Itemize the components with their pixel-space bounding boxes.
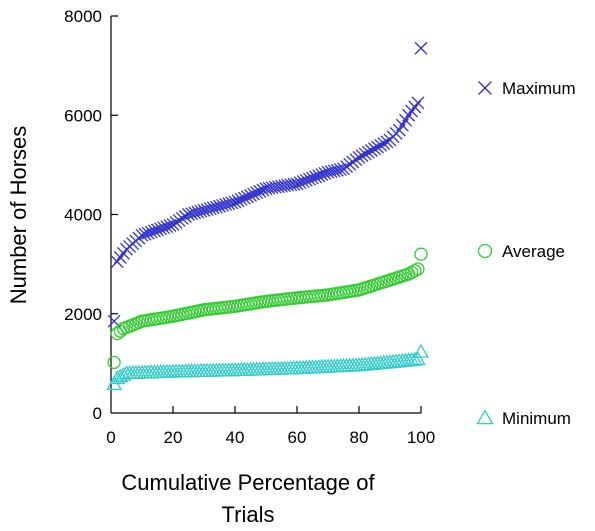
data-point	[408, 100, 422, 114]
series-average	[107, 247, 428, 370]
x-axis-title-line-1: Cumulative Percentage of	[121, 470, 375, 495]
data-point	[178, 210, 192, 223]
data-point	[107, 355, 121, 370]
data-point	[405, 104, 419, 118]
series-minimum	[106, 343, 430, 391]
data-point	[414, 247, 428, 261]
x-axis-title-line-2: Trials	[222, 502, 275, 527]
data-point	[166, 217, 180, 231]
legend-marker-average	[477, 243, 493, 259]
data-point	[411, 262, 425, 276]
legend-label-minimum: Minimum	[502, 409, 571, 428]
y-tick-label-0: 0	[93, 404, 102, 423]
data-point	[355, 149, 369, 163]
legend-marker-maximum	[478, 81, 492, 95]
data-point	[371, 140, 385, 154]
x-tick-label-100: 100	[407, 428, 435, 447]
data-point	[377, 137, 391, 150]
y-tick-label-2000: 2000	[64, 305, 102, 324]
data-point	[163, 219, 177, 232]
legend-label-maximum: Maximum	[502, 79, 576, 98]
series-layer	[106, 41, 430, 391]
data-point	[113, 251, 127, 264]
series-maximum	[107, 41, 428, 328]
data-point	[414, 41, 428, 55]
y-tick-label-8000: 8000	[64, 7, 102, 26]
legend-label-average: Average	[502, 242, 565, 261]
data-point	[405, 265, 419, 280]
data-point	[411, 96, 425, 110]
x-tick-label-0: 0	[106, 428, 115, 447]
data-point	[361, 145, 375, 159]
x-tick-label-20: 20	[164, 428, 183, 447]
x-tick-label-80: 80	[350, 428, 369, 447]
data-point	[358, 147, 372, 161]
y-tick-label-4000: 4000	[64, 206, 102, 225]
data-point	[368, 142, 381, 156]
data-point	[115, 366, 132, 381]
legend: Maximum Average Minimum	[476, 79, 576, 428]
data-point	[333, 163, 347, 176]
data-point	[352, 150, 366, 164]
y-axis-title: Number of Horses	[6, 126, 31, 305]
data-point	[172, 213, 186, 227]
x-tick-label-40: 40	[226, 428, 245, 447]
x-tick-label-60: 60	[288, 428, 307, 447]
data-point	[408, 264, 422, 278]
data-point	[380, 135, 394, 149]
axes: 0 2000 4000 6000 8000 0 20 40 60 80 100	[64, 7, 435, 447]
data-point	[412, 343, 430, 358]
data-point	[169, 215, 183, 229]
data-point	[110, 255, 124, 269]
data-point	[409, 351, 426, 366]
data-point	[175, 212, 189, 225]
data-point	[374, 138, 388, 152]
legend-marker-minimum	[476, 409, 494, 425]
y-tick-label-6000: 6000	[64, 106, 102, 125]
data-point	[364, 144, 378, 157]
